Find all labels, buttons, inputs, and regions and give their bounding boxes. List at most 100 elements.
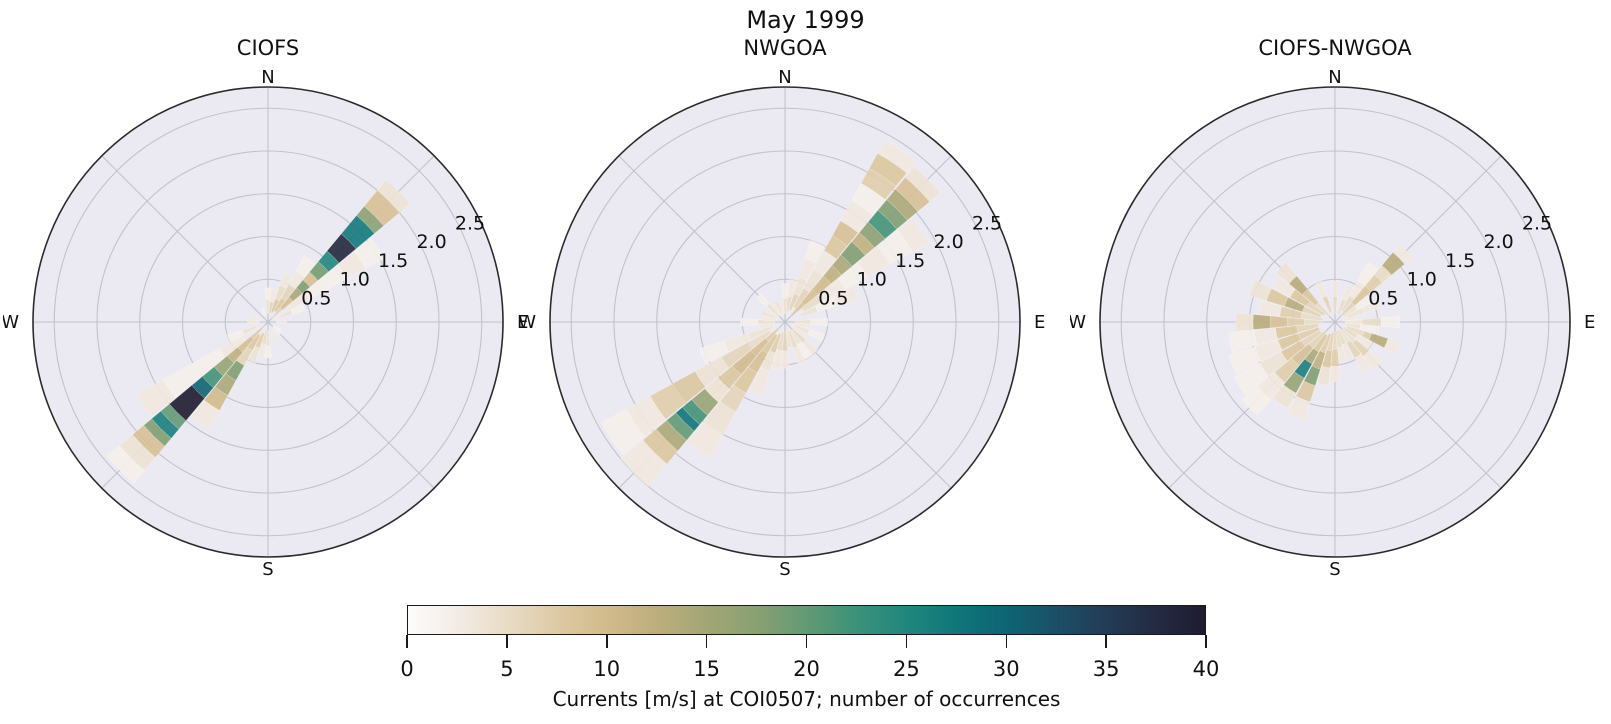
rose-petal-segment	[755, 292, 770, 307]
colorbar-tick	[1205, 635, 1207, 648]
colorbar: 0 5 10 15 20 25 30 35 40 Currents [m/s] at COI05…	[400, 605, 1219, 715]
compass-label-west: W	[1070, 312, 1086, 333]
compass-label-west: W	[3, 312, 19, 333]
rose-petal-segment	[258, 343, 266, 357]
colorbar-tick-label: 40	[1192, 657, 1220, 681]
colorbar-tick-label: 0	[400, 657, 414, 681]
rose-petal-segment	[792, 345, 806, 365]
compass-label-south: S	[779, 559, 790, 580]
rose-petal-segment	[190, 399, 220, 429]
angular-gridline	[618, 155, 786, 323]
rose-petal-segment	[270, 329, 277, 341]
rose-petal-segment	[1275, 262, 1297, 284]
subplot-title-ciofs: CIOFS	[236, 36, 300, 60]
rose-petal-segment	[1228, 329, 1258, 353]
compass-label-north: N	[1328, 67, 1341, 88]
subplot-title-nwgoa: NWGOA	[743, 36, 827, 60]
rose-petal-segment	[1272, 384, 1297, 409]
rose-petal-segment	[781, 283, 789, 299]
compass-label-east: E	[517, 312, 528, 333]
rose-petal-segment	[226, 329, 245, 343]
rose-petal-segment	[1235, 312, 1254, 332]
rose-petal-segment	[807, 329, 825, 342]
polar-spine	[32, 86, 504, 558]
radial-tick-label: 1.0	[340, 269, 370, 291]
polar-spine	[1099, 86, 1571, 558]
rose-petal-segment	[1341, 342, 1354, 360]
colorbar-tick	[1005, 635, 1007, 648]
radial-tick-label: 1.5	[378, 250, 408, 272]
compass-label-north: N	[261, 67, 274, 88]
compass-label-east: E	[1034, 312, 1045, 333]
rose-petal-segment	[897, 217, 930, 253]
rose-petal-segment	[1329, 366, 1341, 383]
rose-petal-segment	[1354, 334, 1373, 350]
rose-petal-segment	[687, 421, 724, 458]
rose-petal-segment	[260, 307, 267, 317]
colorbar-label: Currents [m/s] at COI0507; number of occ…	[552, 687, 1061, 711]
rose-petal-segment	[279, 272, 293, 289]
rose-petal-segment	[377, 179, 411, 213]
rose-petal-segment	[1361, 299, 1381, 314]
radial-tick-label: 1.5	[895, 250, 925, 272]
rose-petal-segment	[1341, 285, 1354, 302]
radial-tick-label: 2.5	[1522, 212, 1552, 234]
rose-petal-segment	[1241, 386, 1271, 416]
radial-tick-label: 0.5	[301, 287, 331, 309]
rose-petal-segment	[1314, 280, 1328, 299]
angular-gridline	[267, 321, 435, 489]
rose-petal-segment	[1342, 315, 1358, 322]
colorbar-tick	[406, 635, 408, 648]
rose-petal-segment	[106, 445, 145, 484]
radial-tick-label: 2.0	[1483, 231, 1513, 253]
rose-petal-segment	[295, 255, 316, 278]
rose-petal-segment	[774, 300, 783, 315]
colorbar-tick-label: 35	[1092, 657, 1120, 681]
colorbar-tick-label: 20	[793, 657, 820, 681]
subplot-title-ciofs-nwgoa: CIOFS-NWGOA	[1258, 36, 1412, 60]
colorbar-tick	[705, 635, 708, 648]
rose-petal-segment	[785, 329, 793, 348]
angular-gridline	[101, 155, 269, 323]
colorbar-tick	[506, 635, 508, 648]
compass-label-west: W	[520, 312, 536, 333]
polar-spine	[549, 86, 1021, 558]
compass-label-north: N	[778, 67, 791, 88]
compass-label-south: S	[1329, 559, 1340, 580]
rose-petal-segment	[1380, 315, 1401, 329]
rose-petal-segment	[1286, 317, 1305, 327]
rose-petal-segment	[905, 166, 941, 202]
rose-petal-segment	[620, 439, 668, 487]
rose-petal-segment	[740, 317, 758, 327]
rose-petal-segment	[1363, 350, 1383, 370]
rose-petal-segment	[290, 303, 305, 315]
rose-petal-segment	[247, 319, 260, 325]
rose-petal-segment	[804, 240, 826, 264]
rose-petal-segment	[247, 345, 261, 364]
colorbar-tick-label: 25	[893, 657, 920, 681]
radial-tick-label: 2.5	[455, 212, 485, 234]
radial-tick-label: 2.0	[416, 231, 446, 253]
rose-petal-segment	[762, 315, 778, 322]
rose-petal-segment	[136, 379, 176, 417]
rose-petal-segment	[1392, 244, 1413, 265]
rose-petal-segment	[1269, 315, 1288, 329]
rose-petal-segment	[272, 326, 282, 336]
rose-petal-segment	[699, 340, 729, 365]
colorbar-tick-label: 30	[992, 657, 1020, 681]
radial-tick-label: 1.0	[1407, 269, 1437, 291]
colorbar-tick	[606, 635, 608, 648]
rose-petal-segment	[1354, 294, 1373, 310]
rose-petal-segment	[748, 367, 771, 396]
rose-petal-segment	[353, 237, 385, 269]
rose-petal-segment	[1286, 395, 1311, 421]
rose-petal-segment	[791, 325, 805, 337]
rose-petal-segment	[264, 287, 272, 301]
rose-petal-segment	[1228, 346, 1262, 374]
radial-tick-label: 1.0	[857, 269, 887, 291]
radial-tick-label: 0.5	[1368, 287, 1398, 309]
colorbar-tick	[905, 635, 908, 648]
rose-petal-segment	[1249, 279, 1272, 301]
